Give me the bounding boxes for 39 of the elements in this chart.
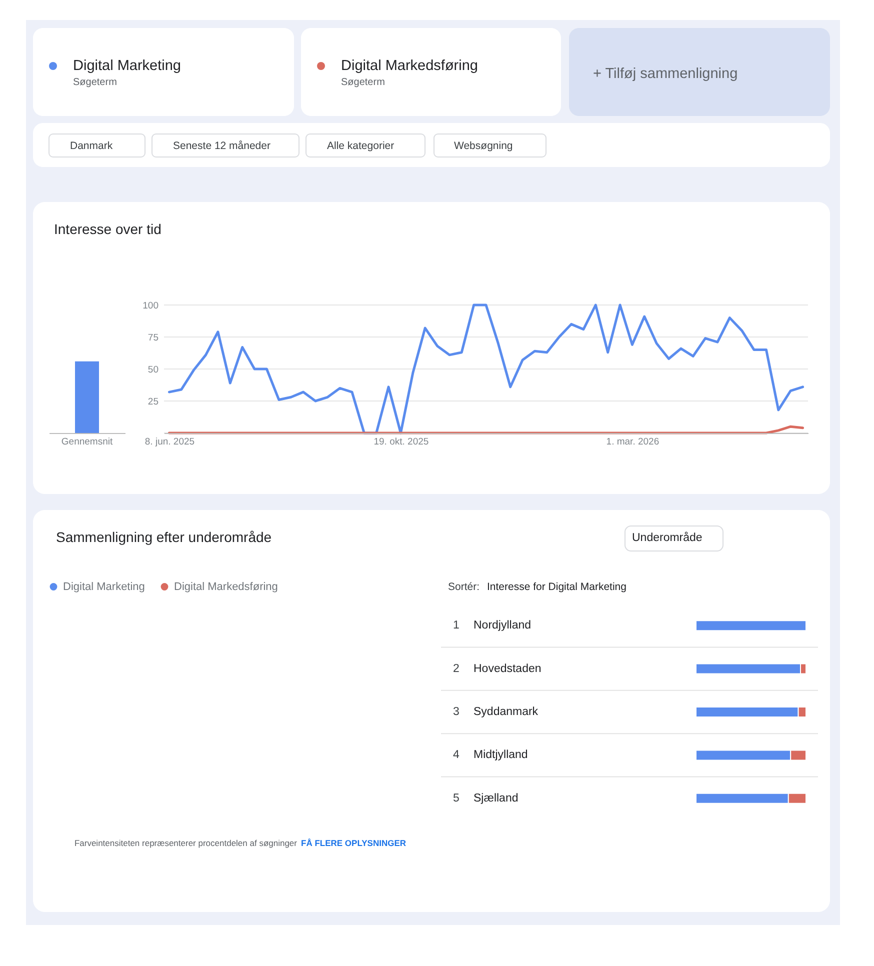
text: FÅ FLERE OPLYSNINGER (301, 838, 406, 848)
legend-label: Digital Marketing (73, 58, 181, 74)
text: 4 (453, 749, 460, 762)
chart-title: Interesse over tid (54, 221, 162, 237)
text: Sortér: (448, 581, 480, 593)
text: 1 (453, 620, 460, 632)
text: Søgeterm (73, 77, 117, 88)
y-tick-label: Midtjylland (474, 749, 528, 762)
text: 3 (453, 706, 460, 718)
text: 2 (453, 662, 460, 675)
y-tick-label: Hovedstaden (474, 662, 542, 675)
x-tick-label: 19. okt. 2025 (374, 436, 429, 448)
y-tick-label: 75 (148, 332, 158, 344)
line-series (168, 304, 804, 434)
x-tick-label: 1. mar. 2026 (606, 436, 660, 448)
y-tick-label: 100 (142, 300, 158, 312)
y-tick-label: Sjælland (474, 792, 518, 804)
text: Websøgning (454, 140, 513, 152)
text: Underområde (632, 531, 702, 544)
text: + Tilføj sammenligning (593, 66, 738, 82)
legend-label: Digital Markedsføring (341, 58, 478, 74)
y-tick-label: 50 (148, 364, 158, 376)
legend-label: Digital Markedsføring (174, 580, 278, 593)
x-tick-label: Gennemsnit (61, 436, 113, 448)
text: Søgeterm (341, 77, 385, 88)
y-tick-label: Syddanmark (474, 706, 538, 718)
y-tick-label: 25 (148, 396, 158, 408)
x-tick-label: 8. jun. 2025 (144, 436, 195, 448)
text: Sammenligning efter underområde (56, 529, 272, 545)
text: Farveintensiteten repræsenterer procentdelen af søgninger (74, 838, 298, 848)
text: Danmark (70, 140, 114, 152)
y-tick-label: Nordjylland (474, 620, 532, 632)
text: Alle kategorier (327, 140, 395, 152)
text: 5 (453, 792, 460, 804)
line-series (168, 425, 804, 434)
text: Seneste 12 måneder (173, 140, 271, 152)
bar (696, 620, 806, 632)
legend-label: Digital Marketing (63, 580, 145, 593)
text: Interesse for Digital Marketing (487, 581, 627, 593)
